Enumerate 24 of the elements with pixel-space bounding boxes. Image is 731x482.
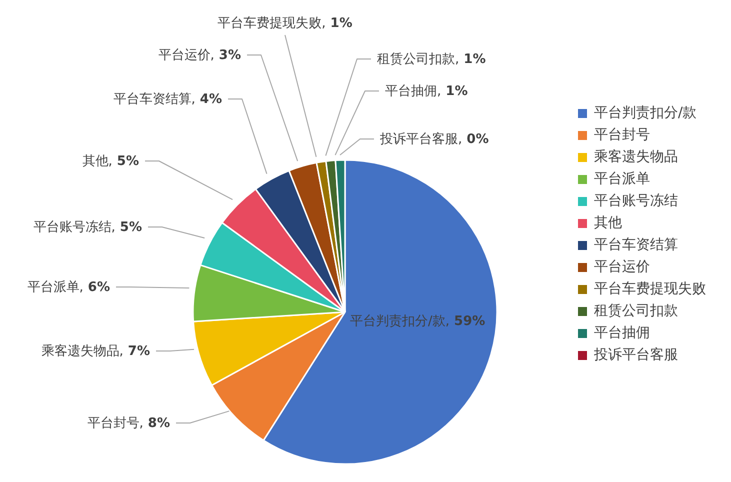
legend-label: 投诉平台客服: [594, 346, 678, 364]
legend-label: 平台账号冻结: [594, 192, 678, 210]
legend-label: 平台派单: [594, 170, 650, 188]
data-label: 平台车费提现失败, 1%: [218, 16, 352, 31]
data-label: 平台运价, 3%: [158, 48, 241, 63]
data-label: 平台账号冻结, 5%: [33, 220, 142, 235]
data-label: 平台封号, 8%: [87, 416, 170, 431]
data-label: 平台抽佣, 1%: [385, 84, 468, 99]
legend-label: 平台车费提现失败: [594, 280, 706, 298]
data-label: 其他, 5%: [82, 154, 139, 169]
data-label: 平台派单, 6%: [27, 280, 110, 295]
legend-label: 平台运价: [594, 258, 650, 276]
legend-label: 其他: [594, 214, 622, 232]
data-label: 平台车资结算, 4%: [113, 92, 222, 107]
data-label: 乘客遗失物品, 7%: [41, 343, 150, 359]
legend-label: 平台抽佣: [594, 324, 650, 342]
legend-label: 租赁公司扣款: [594, 302, 678, 320]
text: 投诉平台客服, 0%: [380, 132, 489, 147]
legend-label: 平台车资结算: [594, 236, 678, 254]
legend-label: 平台判责扣分/款: [594, 104, 697, 122]
data-label: 租赁公司扣款, 1%: [377, 52, 486, 67]
legend-label: 乘客遗失物品: [594, 148, 678, 166]
legend-label: 平台封号: [594, 126, 650, 144]
data-label: 平台判责扣分/款, 59%: [350, 314, 486, 329]
